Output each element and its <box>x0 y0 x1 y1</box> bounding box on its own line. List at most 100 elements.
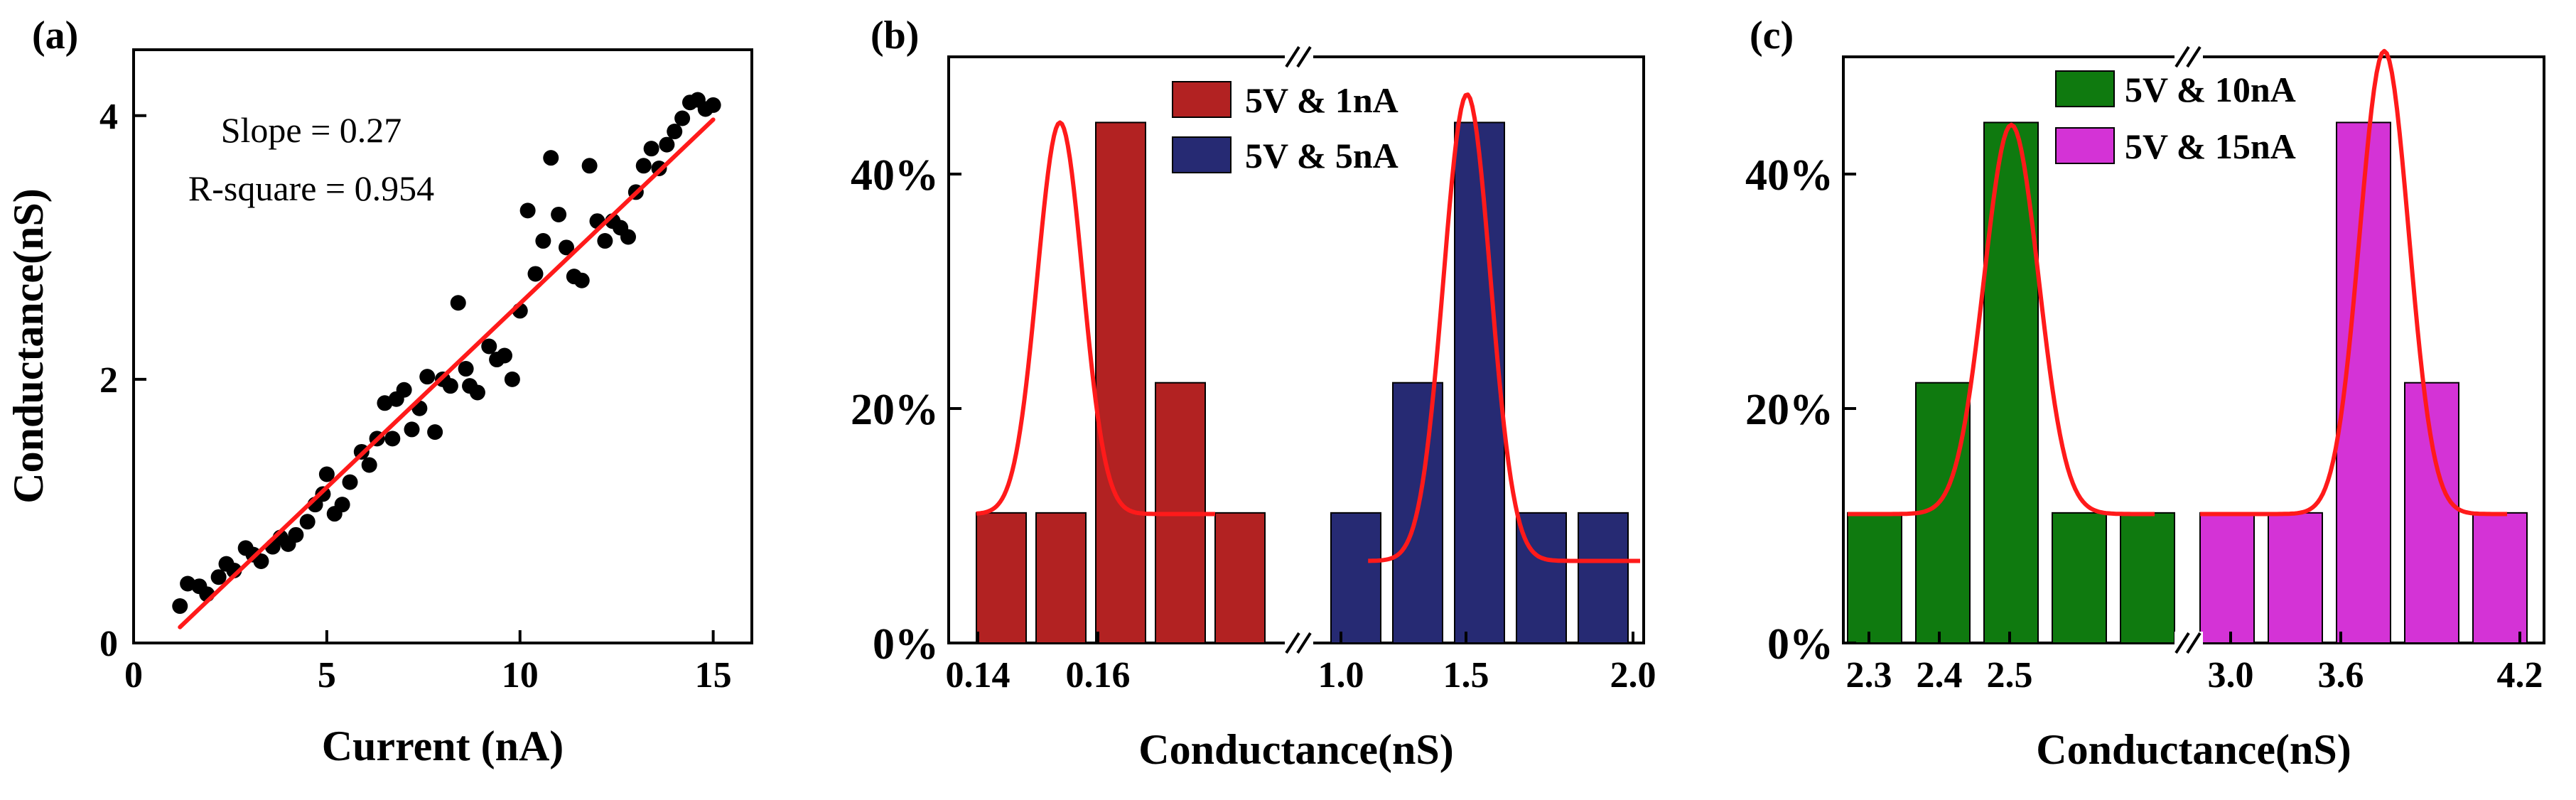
gaussian-fit-curve <box>1848 122 2155 517</box>
x-axis-label-b: Conductance(nS) <box>1138 726 1453 773</box>
scatter-point <box>667 124 683 140</box>
scatter-point <box>427 424 443 440</box>
scatter-points <box>172 92 721 615</box>
histogram-bar <box>1214 512 1266 644</box>
scatter-point <box>288 526 304 543</box>
axis-break-bottom-c <box>2174 632 2203 654</box>
scatter-point <box>551 206 567 222</box>
scatter-point <box>659 136 675 153</box>
scatter-point <box>527 266 544 282</box>
x-tick-label: 2.0 <box>1610 655 1656 696</box>
legend-swatch-5v-5na <box>1172 136 1232 173</box>
histogram-bar <box>1095 121 1146 644</box>
y-tick-label: 0% <box>1767 620 1833 669</box>
scatter-point <box>519 202 536 219</box>
scatter-point <box>299 514 316 530</box>
x-tick-label: 0.14 <box>946 655 1011 696</box>
y-tick-label-a: 2 <box>99 360 118 401</box>
scatter-point <box>334 497 350 513</box>
axis-break-top-c <box>2174 45 2203 68</box>
x-tick-label: 2.5 <box>1987 655 2033 696</box>
scatter-point <box>342 474 358 490</box>
scatter-point <box>396 382 412 398</box>
panel-label-a: (a) <box>32 13 78 58</box>
x-tick-label-a: 5 <box>318 655 336 696</box>
plot-frame-a <box>132 48 753 644</box>
histogram-bar <box>2268 512 2323 644</box>
x-tick-label: 0.16 <box>1066 655 1131 696</box>
legend-label-5v-1na: 5V & 1nA <box>1245 80 1399 120</box>
scatter-point <box>419 369 436 385</box>
scatter-point <box>318 466 335 482</box>
histogram-bar <box>1454 121 1505 644</box>
scatter-point <box>543 150 559 166</box>
scatter-point <box>450 295 466 311</box>
bars-c <box>1847 121 2528 644</box>
gaussian-fit-curve <box>2200 48 2507 517</box>
x-tick-label: 3.6 <box>2318 655 2364 696</box>
axis-break-top-b <box>1285 45 1313 68</box>
bars-b <box>976 121 1629 644</box>
scatter-point <box>384 431 401 447</box>
scatter-point <box>705 97 721 113</box>
x-tick-label: 3.0 <box>2208 655 2254 696</box>
scatter-point <box>504 371 520 387</box>
axis-break-bottom-b <box>1285 632 1313 654</box>
gaussian-fits-c <box>1848 48 2507 517</box>
scatter-point <box>674 110 691 126</box>
legend-swatch-5v-10na <box>2055 70 2115 107</box>
y-tick-label: 40% <box>1745 151 1833 200</box>
legend-b: 5V & 1nA 5V & 5nA <box>1172 80 1399 175</box>
scatter-point <box>559 239 574 256</box>
panel-b-histogram: (b) 0% 20% 40% 0.14 0.16 1.0 1.5 2.0 5V & 1nA 5… <box>851 13 1656 773</box>
legend-label-5v-5na: 5V & 5nA <box>1245 136 1399 175</box>
scatter-point <box>210 569 227 585</box>
panel-label-b: (b) <box>871 13 919 58</box>
x-tick-label: 1.0 <box>1318 655 1364 696</box>
legend-swatch-5v-15na <box>2055 127 2115 164</box>
x-tick-label: 4.2 <box>2497 655 2543 696</box>
scatter-point <box>469 384 485 401</box>
scatter-point <box>404 421 420 438</box>
scatter-point <box>643 141 659 157</box>
x-tick-label-a: 0 <box>124 655 143 696</box>
histogram-bar <box>2052 512 2107 644</box>
y-tick-label: 40% <box>851 151 939 200</box>
x-tick-label: 1.5 <box>1443 655 1489 696</box>
histogram-bar <box>1330 512 1381 644</box>
y-tick-label-a: 4 <box>99 97 118 137</box>
scatter-point <box>497 347 512 364</box>
scatter-point <box>481 338 497 355</box>
histogram-bar <box>2199 512 2255 644</box>
gaussian-fits-b <box>976 92 1640 563</box>
x-tick-label: 2.4 <box>1917 655 1963 696</box>
histogram-bar <box>976 512 1027 644</box>
gaussian-fit-curve <box>976 120 1216 517</box>
histogram-bar <box>2120 512 2175 644</box>
panel-a-scatter-chart: (a) 0 5 10 15 0 2 4 Slope = 0.27 R-square = 0.… <box>5 13 753 769</box>
x-tick-label-a: 15 <box>695 655 732 696</box>
scatter-point <box>573 272 590 288</box>
histogram-bar <box>1847 512 1902 644</box>
scatter-point <box>597 233 613 249</box>
histogram-bar <box>2472 512 2528 644</box>
annotation-r-square: R-square = 0.954 <box>188 168 434 208</box>
y-tick-label: 20% <box>1745 386 1833 434</box>
scatter-point <box>253 553 269 569</box>
linear-fit-line <box>178 117 716 629</box>
scatter-point <box>361 457 377 473</box>
legend-c: 5V & 10nA 5V & 15nA <box>2055 70 2296 166</box>
x-tick-label: 2.3 <box>1846 655 1892 696</box>
axis-ticks-c: 0% 20% 40% 2.3 2.4 2.5 3.0 3.6 4.2 <box>1745 151 2543 696</box>
y-tick-label: 0% <box>873 620 939 669</box>
scatter-point <box>535 233 551 249</box>
scatter-point <box>620 229 636 245</box>
scatter-point <box>458 361 474 377</box>
gaussian-fit-curve <box>1368 92 1640 563</box>
legend-label-5v-10na: 5V & 10nA <box>2125 70 2296 109</box>
axis-ticks-a: 0 5 10 15 0 2 4 <box>99 97 732 696</box>
panel-label-c: (c) <box>1750 13 1794 58</box>
x-tick-label-a: 10 <box>502 655 539 696</box>
scatter-point <box>581 158 598 174</box>
